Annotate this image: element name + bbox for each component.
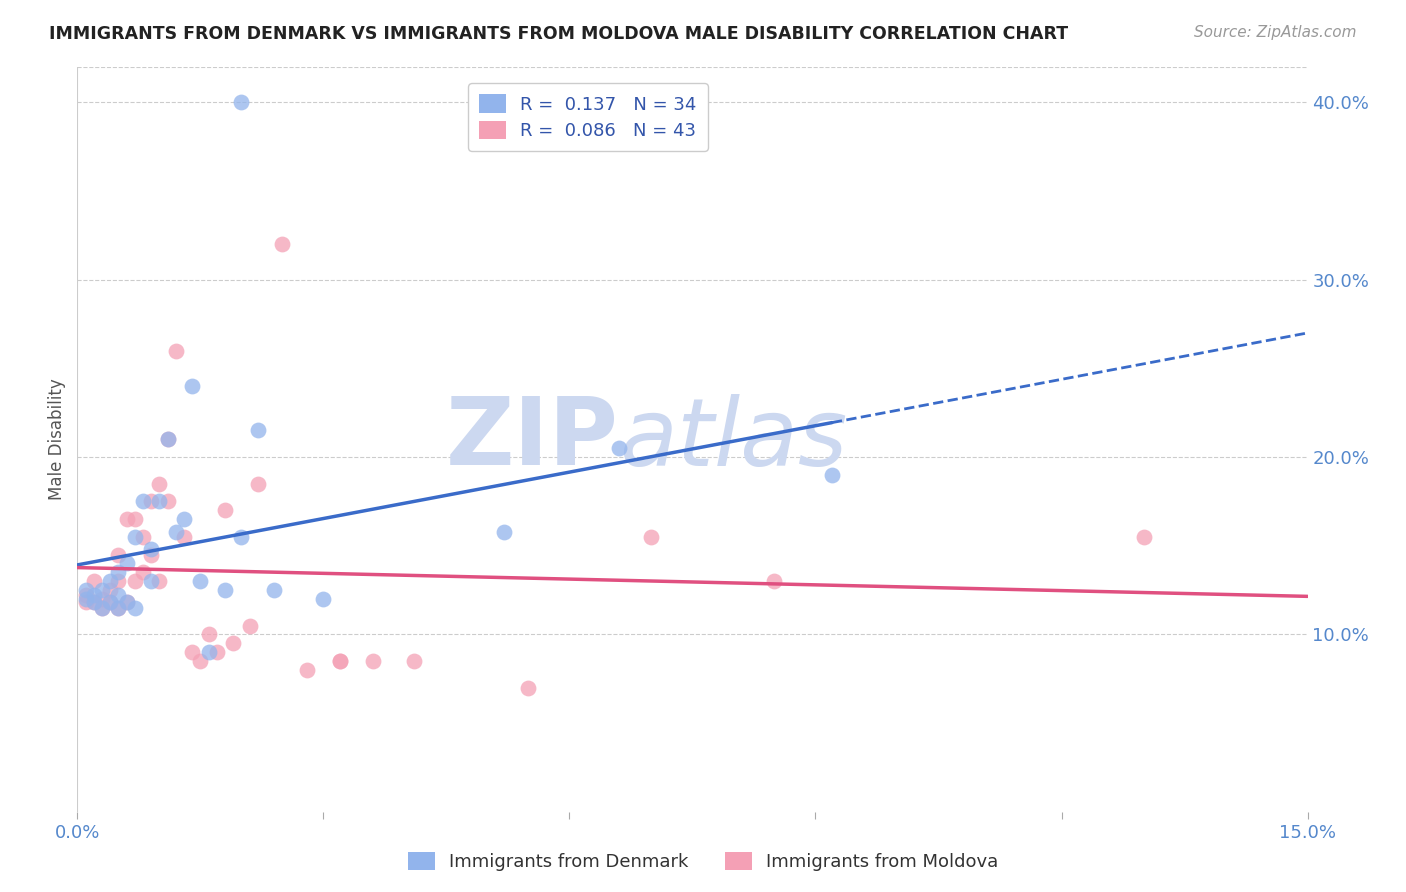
Point <box>329 654 352 668</box>
Point <box>75 582 97 597</box>
Point <box>98 574 121 589</box>
Point <box>271 237 294 252</box>
Point <box>115 557 138 571</box>
Point <box>90 600 114 615</box>
Point <box>402 654 425 668</box>
Point <box>246 424 269 438</box>
Point <box>148 476 170 491</box>
Point <box>214 582 236 597</box>
Point <box>98 595 121 609</box>
Text: atlas: atlas <box>619 393 846 485</box>
Point <box>107 548 129 562</box>
Point <box>141 574 163 589</box>
Point <box>156 433 179 447</box>
Point <box>361 654 384 668</box>
Y-axis label: Male Disability: Male Disability <box>48 378 66 500</box>
Point <box>90 591 114 606</box>
Point <box>821 467 844 482</box>
Point <box>231 530 253 544</box>
Point <box>107 600 129 615</box>
Point <box>607 441 630 455</box>
Point <box>173 530 195 544</box>
Point <box>492 524 515 539</box>
Point <box>312 591 335 606</box>
Point <box>107 574 129 589</box>
Point <box>107 566 129 580</box>
Legend: R =  0.137   N = 34, R =  0.086   N = 43: R = 0.137 N = 34, R = 0.086 N = 43 <box>468 83 707 151</box>
Point <box>181 379 204 393</box>
Point <box>132 494 155 508</box>
Point <box>124 530 146 544</box>
Point <box>148 574 170 589</box>
Point <box>75 588 97 602</box>
Point <box>295 663 318 677</box>
Point <box>165 343 187 358</box>
Point <box>205 645 228 659</box>
Point <box>132 566 155 580</box>
Text: ZIP: ZIP <box>446 393 619 485</box>
Point <box>83 574 105 589</box>
Point <box>98 595 121 609</box>
Point <box>173 512 195 526</box>
Point <box>90 600 114 615</box>
Point <box>83 595 105 609</box>
Point <box>197 627 219 641</box>
Point <box>188 654 212 668</box>
Point <box>246 476 269 491</box>
Point <box>231 95 253 110</box>
Point <box>75 591 97 606</box>
Point <box>90 582 114 597</box>
Point <box>124 600 146 615</box>
Point <box>156 494 179 508</box>
Point <box>83 588 105 602</box>
Point <box>188 574 212 589</box>
Point <box>181 645 204 659</box>
Text: Source: ZipAtlas.com: Source: ZipAtlas.com <box>1194 25 1357 40</box>
Text: IMMIGRANTS FROM DENMARK VS IMMIGRANTS FROM MOLDOVA MALE DISABILITY CORRELATION C: IMMIGRANTS FROM DENMARK VS IMMIGRANTS FR… <box>49 25 1069 43</box>
Point <box>763 574 786 589</box>
Point <box>263 582 285 597</box>
Point <box>115 595 138 609</box>
Point <box>115 595 138 609</box>
Legend: Immigrants from Denmark, Immigrants from Moldova: Immigrants from Denmark, Immigrants from… <box>401 845 1005 879</box>
Point <box>222 636 245 650</box>
Point <box>329 654 352 668</box>
Point <box>197 645 219 659</box>
Point <box>132 530 155 544</box>
Point <box>98 582 121 597</box>
Point <box>141 542 163 557</box>
Point <box>124 512 146 526</box>
Point <box>141 548 163 562</box>
Point <box>75 595 97 609</box>
Point <box>148 494 170 508</box>
Point <box>124 574 146 589</box>
Point <box>165 524 187 539</box>
Point <box>156 433 179 447</box>
Point <box>141 494 163 508</box>
Point <box>214 503 236 517</box>
Point <box>640 530 662 544</box>
Point <box>517 681 540 695</box>
Point <box>1132 530 1154 544</box>
Point <box>239 618 262 632</box>
Point <box>107 600 129 615</box>
Point <box>107 588 129 602</box>
Point <box>115 512 138 526</box>
Point <box>83 595 105 609</box>
